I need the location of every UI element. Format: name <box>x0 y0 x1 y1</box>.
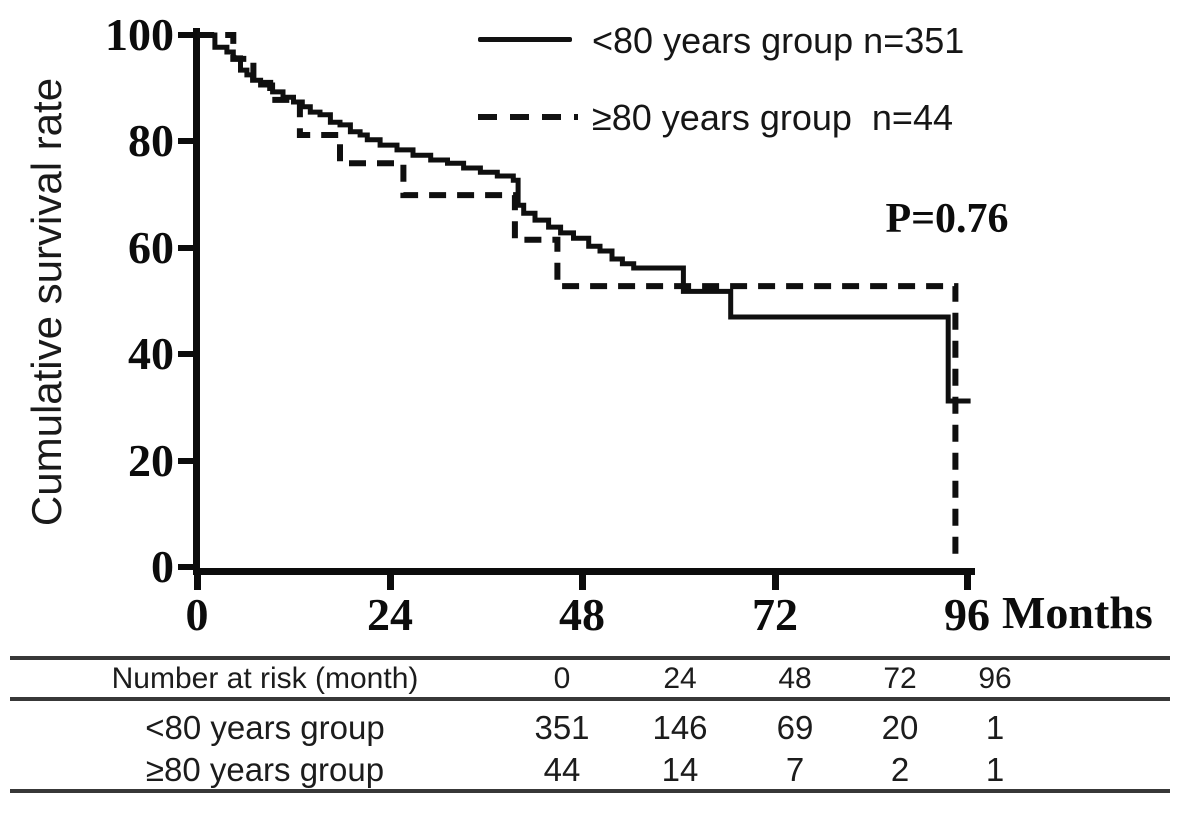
y-tick-label-80: 80 <box>128 115 174 166</box>
table-title: Number at risk (month) <box>111 662 419 695</box>
km-plot <box>178 28 975 590</box>
legend-label-lt80: <80 years group n=351 <box>592 20 965 61</box>
risk-value: 146 <box>652 709 708 746</box>
y-tick-80 <box>178 138 194 144</box>
legend-solid-line-swatch <box>478 37 572 42</box>
x-tick-24 <box>387 568 394 590</box>
y-tick-60 <box>178 245 194 251</box>
x-tick-label-0: 0 <box>185 589 209 640</box>
x-tick-72 <box>772 568 779 590</box>
risk-value: 351 <box>534 709 590 746</box>
x-tick-label-48: 48 <box>559 589 605 640</box>
x-tick-48 <box>579 568 586 590</box>
x-tick-0 <box>194 568 201 590</box>
legend-label-ge80: ≥80 years group n=44 <box>592 97 954 138</box>
risk-value: 2 <box>890 751 910 788</box>
risk-value: 14 <box>661 751 699 788</box>
y-tick-label-40: 40 <box>128 328 174 379</box>
row-label-ge80: ≥80 years group <box>145 751 385 788</box>
table-col-0: 0 <box>553 662 571 695</box>
x-tick-label-96: 96 <box>944 589 990 640</box>
y-tick-40 <box>178 351 194 357</box>
table-col-96: 96 <box>978 662 1012 695</box>
y-tick-0 <box>178 564 194 570</box>
table-row: <80 years group 351 146 69 20 1 <box>0 709 1181 751</box>
x-tick-label-72: 72 <box>752 589 798 640</box>
risk-value: 20 <box>881 709 919 746</box>
risk-value: 44 <box>543 751 581 788</box>
table-bottom-border <box>10 789 1170 793</box>
y-tick-100 <box>178 32 194 38</box>
legend-dashed-line-swatch <box>478 114 578 120</box>
y-tick-label-20: 20 <box>128 435 174 486</box>
x-tick-96 <box>964 568 971 590</box>
km-curve-lt80-solid <box>197 32 971 404</box>
km-curve-ge80-dashed <box>197 32 959 563</box>
table-col-72: 72 <box>883 662 917 695</box>
risk-value: 69 <box>776 709 814 746</box>
risk-value: 1 <box>985 751 1005 788</box>
table-row: ≥80 years group 44 14 7 2 1 <box>0 751 1181 793</box>
table-top-border <box>10 656 1170 660</box>
y-axis-line <box>193 28 200 574</box>
table-col-48: 48 <box>778 662 812 695</box>
y-tick-label-0: 0 <box>151 541 174 592</box>
y-tick-label-60: 60 <box>128 222 174 273</box>
risk-value: 7 <box>785 751 805 788</box>
table-col-24: 24 <box>663 662 697 695</box>
x-axis-unit-label: Months <box>1002 587 1153 638</box>
y-axis-title: Cumulative survival rate <box>23 77 70 527</box>
table-header-row: Number at risk (month) 0 24 48 72 96 <box>0 662 1181 704</box>
table-header-divider <box>10 697 1170 701</box>
x-tick-label-24: 24 <box>367 589 413 640</box>
row-label-lt80: <80 years group <box>145 709 385 746</box>
y-tick-label-100: 100 <box>105 9 174 60</box>
y-tick-20 <box>178 458 194 464</box>
p-value-annotation: P=0.76 <box>885 196 1009 242</box>
risk-value: 1 <box>985 709 1005 746</box>
